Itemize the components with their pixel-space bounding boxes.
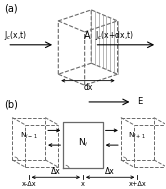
- Text: Δx: Δx: [51, 167, 61, 176]
- Text: (a): (a): [4, 3, 18, 13]
- Text: Δx: Δx: [105, 167, 115, 176]
- Text: x+Δx: x+Δx: [128, 181, 146, 187]
- Text: J$_c$(x+dx,t): J$_c$(x+dx,t): [94, 29, 133, 42]
- Text: J$_c$(x,t): J$_c$(x,t): [4, 29, 27, 42]
- Text: (b): (b): [4, 99, 18, 109]
- Text: N$_i$: N$_i$: [78, 136, 88, 149]
- Text: A: A: [84, 31, 90, 41]
- Text: dx: dx: [83, 83, 93, 91]
- Text: x-Δx: x-Δx: [21, 181, 36, 187]
- Text: N$_{i-1}$: N$_{i-1}$: [20, 131, 38, 141]
- Text: x: x: [81, 181, 85, 187]
- Text: E: E: [137, 98, 143, 106]
- Text: N$_{i+1}$: N$_{i+1}$: [128, 131, 146, 141]
